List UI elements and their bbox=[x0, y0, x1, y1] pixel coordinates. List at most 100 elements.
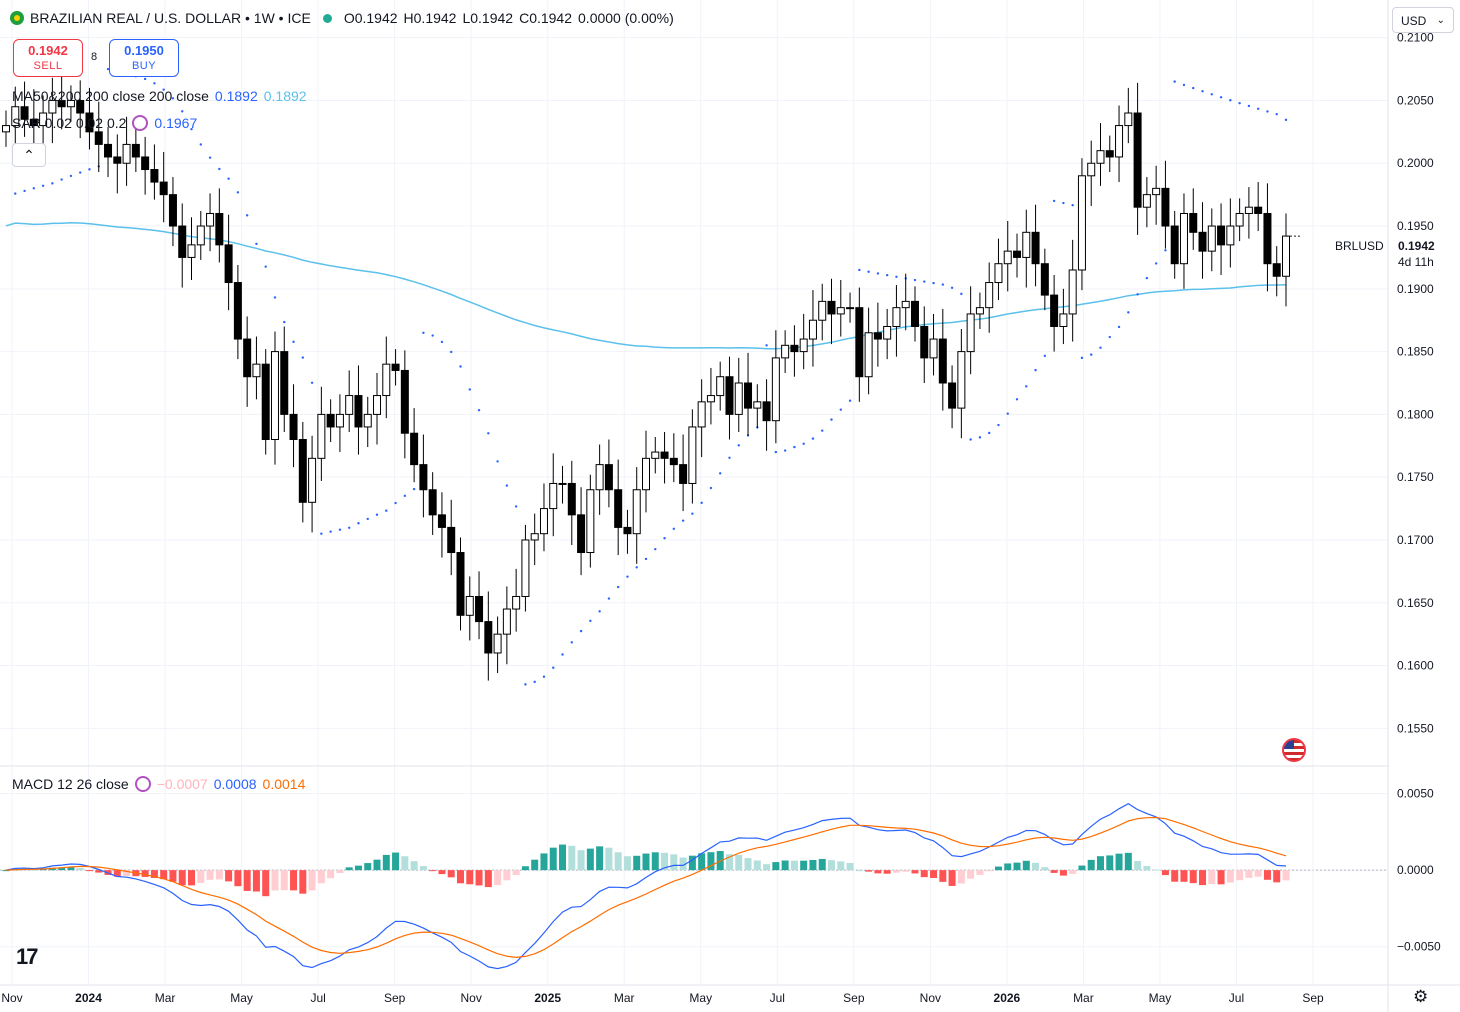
macd-tick-label: 0.0000 bbox=[1397, 863, 1434, 877]
chevron-down-icon: ⌄ bbox=[1436, 15, 1445, 26]
candle-up bbox=[1115, 125, 1124, 158]
cycle-icon[interactable] bbox=[132, 115, 149, 131]
price-tick-label: 0.2100 bbox=[1397, 31, 1434, 45]
candle-down bbox=[1254, 206, 1263, 214]
candle-down bbox=[280, 351, 289, 415]
candle-down bbox=[567, 482, 576, 516]
ma-legend[interactable]: MA50&200 200 close 200 close 0.1892 0.18… bbox=[12, 88, 307, 104]
macd-histogram-bar bbox=[225, 870, 233, 882]
buy-price: 0.1950 bbox=[124, 43, 164, 58]
macd-histogram-bar bbox=[1059, 870, 1067, 876]
symbol-title[interactable]: BRAZILIAN REAL / U.S. DOLLAR • 1W • ICE bbox=[30, 10, 311, 26]
ma-value-2: 0.1892 bbox=[263, 88, 307, 104]
candle-down bbox=[76, 99, 85, 114]
macd-histogram-bar bbox=[336, 870, 344, 874]
sell-label: SELL bbox=[33, 60, 63, 72]
candle-down bbox=[744, 382, 753, 409]
candle-down bbox=[159, 181, 168, 196]
currency-select[interactable]: USD ⌄ bbox=[1392, 7, 1454, 33]
macd-histogram-bar bbox=[1069, 870, 1077, 874]
macd-histogram-bar bbox=[846, 862, 854, 871]
sar-dot bbox=[1006, 412, 1009, 415]
sar-dot bbox=[672, 527, 676, 530]
macd-histogram-bar bbox=[1078, 865, 1086, 871]
cycle-icon[interactable] bbox=[134, 776, 151, 792]
macd-histogram-bar bbox=[902, 870, 910, 872]
candle-up bbox=[1077, 175, 1086, 271]
candle-down bbox=[1161, 187, 1170, 227]
macd-histogram-bar bbox=[1208, 870, 1216, 884]
sar-dot bbox=[858, 268, 861, 272]
macd-histogram-bar bbox=[883, 870, 891, 874]
sar-dot bbox=[700, 501, 703, 505]
macd-signal-value: 0.0014 bbox=[262, 776, 306, 792]
sar-dot bbox=[737, 444, 740, 447]
macd-histogram-bar bbox=[577, 850, 585, 871]
sar-dot bbox=[793, 445, 796, 449]
macd-histogram-bar bbox=[95, 870, 103, 873]
sar-dot bbox=[1043, 354, 1047, 358]
macd-histogram-bar bbox=[688, 855, 696, 871]
sar-dot bbox=[514, 505, 518, 508]
macd-histogram-bar bbox=[679, 857, 687, 871]
time-tick-label: Sep bbox=[384, 991, 406, 1005]
sar-dot bbox=[440, 340, 444, 344]
sar-dot bbox=[51, 182, 54, 185]
collapse-legend-button[interactable]: ⌃ bbox=[12, 143, 46, 167]
us-flag-icon[interactable] bbox=[1282, 738, 1306, 762]
macd-histogram-bar bbox=[475, 870, 483, 886]
candle-up bbox=[196, 225, 205, 246]
macd-histogram-bar bbox=[503, 870, 511, 881]
sar-legend[interactable]: SAR 0.02 0.02 0.2 0.1967 bbox=[12, 115, 197, 131]
sar-dot bbox=[709, 486, 713, 490]
macd-histogram-bar bbox=[707, 852, 715, 871]
tradingview-logo-icon[interactable]: 17 bbox=[16, 944, 39, 969]
gear-icon[interactable]: ⚙ bbox=[1413, 987, 1429, 1006]
sar-dot bbox=[60, 178, 63, 181]
macd-histogram-bar bbox=[382, 854, 390, 871]
sar-dot bbox=[607, 597, 611, 600]
macd-histogram-bar bbox=[818, 858, 826, 871]
candle-down bbox=[938, 338, 947, 384]
ma-label: MA50&200 200 close 200 close bbox=[12, 88, 209, 104]
macd-histogram-bar bbox=[531, 859, 539, 871]
macd-histogram-bar bbox=[661, 852, 669, 871]
candle-up bbox=[966, 313, 975, 353]
macd-tick-label: −0.0050 bbox=[1397, 940, 1441, 954]
sar-dot bbox=[375, 513, 379, 516]
candle-down bbox=[1133, 112, 1142, 208]
sar-dot bbox=[1219, 96, 1223, 99]
sar-dot bbox=[171, 97, 175, 100]
candle-up bbox=[363, 413, 372, 428]
candle-up bbox=[382, 363, 391, 397]
candle-up bbox=[994, 263, 1003, 284]
candle-down bbox=[475, 595, 484, 623]
sar-dot bbox=[691, 512, 694, 515]
sell-button[interactable]: 0.1942 SELL bbox=[13, 39, 83, 77]
candle-down bbox=[1040, 263, 1049, 296]
macd-histogram-bar bbox=[1050, 870, 1058, 873]
macd-value: 0.0008 bbox=[213, 776, 257, 792]
bar-countdown: 4d 11h bbox=[1398, 255, 1434, 269]
macd-legend[interactable]: MACD 12 26 close −0.0007 0.0008 0.0014 bbox=[12, 776, 305, 792]
candle-down bbox=[873, 332, 882, 340]
candles bbox=[2, 72, 1300, 681]
candle-up bbox=[781, 344, 790, 359]
macd-histogram-bar bbox=[1143, 866, 1151, 871]
candle-down bbox=[725, 376, 734, 415]
sar-dot bbox=[153, 82, 156, 85]
sar-dot bbox=[978, 436, 982, 439]
macd-histogram-bar bbox=[670, 854, 678, 871]
macd-histogram-bar bbox=[197, 870, 205, 884]
macd-histogram-bar bbox=[874, 870, 882, 874]
sar-dot bbox=[644, 557, 648, 561]
sar-dot bbox=[143, 77, 147, 81]
macd-histogram-bar bbox=[642, 853, 650, 871]
sar-dot bbox=[598, 610, 601, 613]
macd-histogram-bar bbox=[763, 864, 771, 871]
sar-dot bbox=[385, 509, 388, 512]
sar-dot bbox=[1099, 346, 1102, 349]
candle-down bbox=[215, 212, 224, 246]
buy-button[interactable]: 0.1950 BUY bbox=[109, 39, 179, 77]
